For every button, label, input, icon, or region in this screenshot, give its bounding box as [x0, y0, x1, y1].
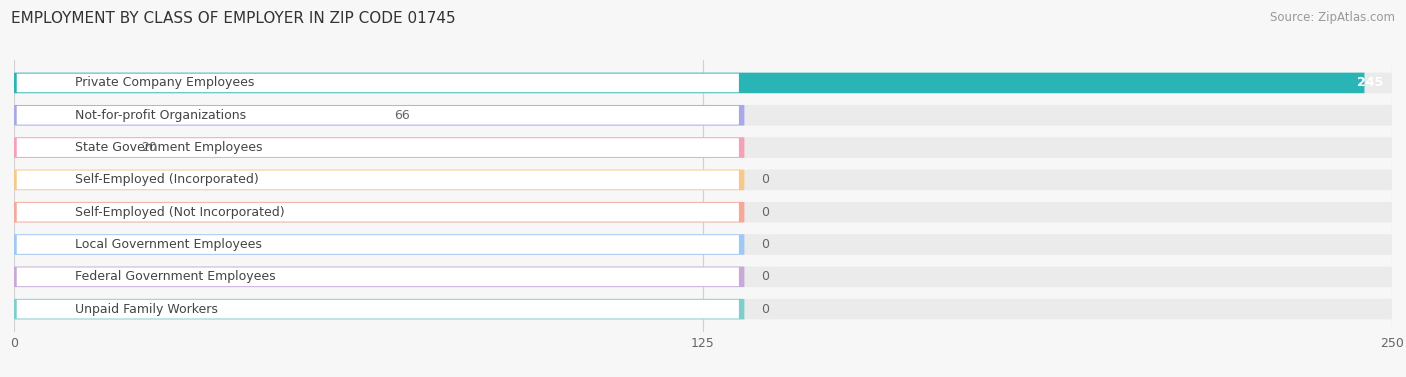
FancyBboxPatch shape — [14, 234, 1392, 255]
FancyBboxPatch shape — [17, 203, 740, 222]
FancyBboxPatch shape — [14, 73, 1392, 93]
FancyBboxPatch shape — [14, 267, 1392, 287]
FancyBboxPatch shape — [17, 106, 740, 125]
FancyBboxPatch shape — [14, 170, 1392, 190]
FancyBboxPatch shape — [14, 299, 744, 319]
Text: EMPLOYMENT BY CLASS OF EMPLOYER IN ZIP CODE 01745: EMPLOYMENT BY CLASS OF EMPLOYER IN ZIP C… — [11, 11, 456, 26]
Text: Self-Employed (Incorporated): Self-Employed (Incorporated) — [75, 173, 259, 186]
Text: Self-Employed (Not Incorporated): Self-Employed (Not Incorporated) — [75, 206, 284, 219]
FancyBboxPatch shape — [14, 267, 744, 287]
FancyBboxPatch shape — [14, 202, 1392, 222]
Text: 20: 20 — [141, 141, 156, 154]
FancyBboxPatch shape — [14, 299, 1392, 319]
Text: 0: 0 — [761, 270, 769, 284]
Text: Local Government Employees: Local Government Employees — [75, 238, 262, 251]
Text: Not-for-profit Organizations: Not-for-profit Organizations — [75, 109, 246, 122]
Text: Federal Government Employees: Federal Government Employees — [75, 270, 276, 284]
Text: 0: 0 — [761, 238, 769, 251]
Text: 66: 66 — [394, 109, 411, 122]
FancyBboxPatch shape — [14, 105, 1392, 126]
FancyBboxPatch shape — [17, 267, 740, 286]
Text: 0: 0 — [761, 173, 769, 186]
FancyBboxPatch shape — [17, 138, 740, 157]
FancyBboxPatch shape — [17, 300, 740, 319]
Text: State Government Employees: State Government Employees — [75, 141, 262, 154]
Text: Private Company Employees: Private Company Employees — [75, 77, 254, 89]
Text: 0: 0 — [761, 206, 769, 219]
FancyBboxPatch shape — [14, 137, 744, 158]
FancyBboxPatch shape — [14, 137, 1392, 158]
FancyBboxPatch shape — [17, 170, 740, 189]
FancyBboxPatch shape — [14, 105, 744, 126]
FancyBboxPatch shape — [14, 170, 744, 190]
Text: 0: 0 — [761, 303, 769, 316]
FancyBboxPatch shape — [17, 235, 740, 254]
FancyBboxPatch shape — [14, 234, 744, 255]
FancyBboxPatch shape — [14, 73, 1364, 93]
Text: Source: ZipAtlas.com: Source: ZipAtlas.com — [1270, 11, 1395, 24]
Text: 245: 245 — [1357, 77, 1384, 89]
FancyBboxPatch shape — [14, 202, 744, 222]
FancyBboxPatch shape — [17, 74, 740, 92]
Text: Unpaid Family Workers: Unpaid Family Workers — [75, 303, 218, 316]
